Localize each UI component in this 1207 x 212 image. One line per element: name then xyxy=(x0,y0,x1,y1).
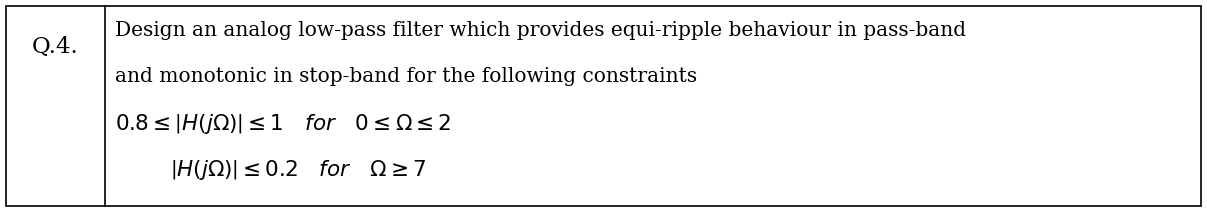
Text: and monotonic in stop-band for the following constraints: and monotonic in stop-band for the follo… xyxy=(115,67,698,86)
Text: $0.8 \leq \left|H(j\Omega)\right| \leq 1 \quad \mathit{for} \quad 0 \leq \Omega : $0.8 \leq \left|H(j\Omega)\right| \leq 1… xyxy=(115,112,451,136)
Text: Design an analog low-pass filter which provides equi-ripple behaviour in pass-ba: Design an analog low-pass filter which p… xyxy=(115,21,966,39)
Text: $\left|H(j\Omega)\right| \leq 0.2 \quad \mathit{for} \quad \Omega \geq 7$: $\left|H(j\Omega)\right| \leq 0.2 \quad … xyxy=(170,158,426,182)
Text: Q.4.: Q.4. xyxy=(31,36,78,58)
